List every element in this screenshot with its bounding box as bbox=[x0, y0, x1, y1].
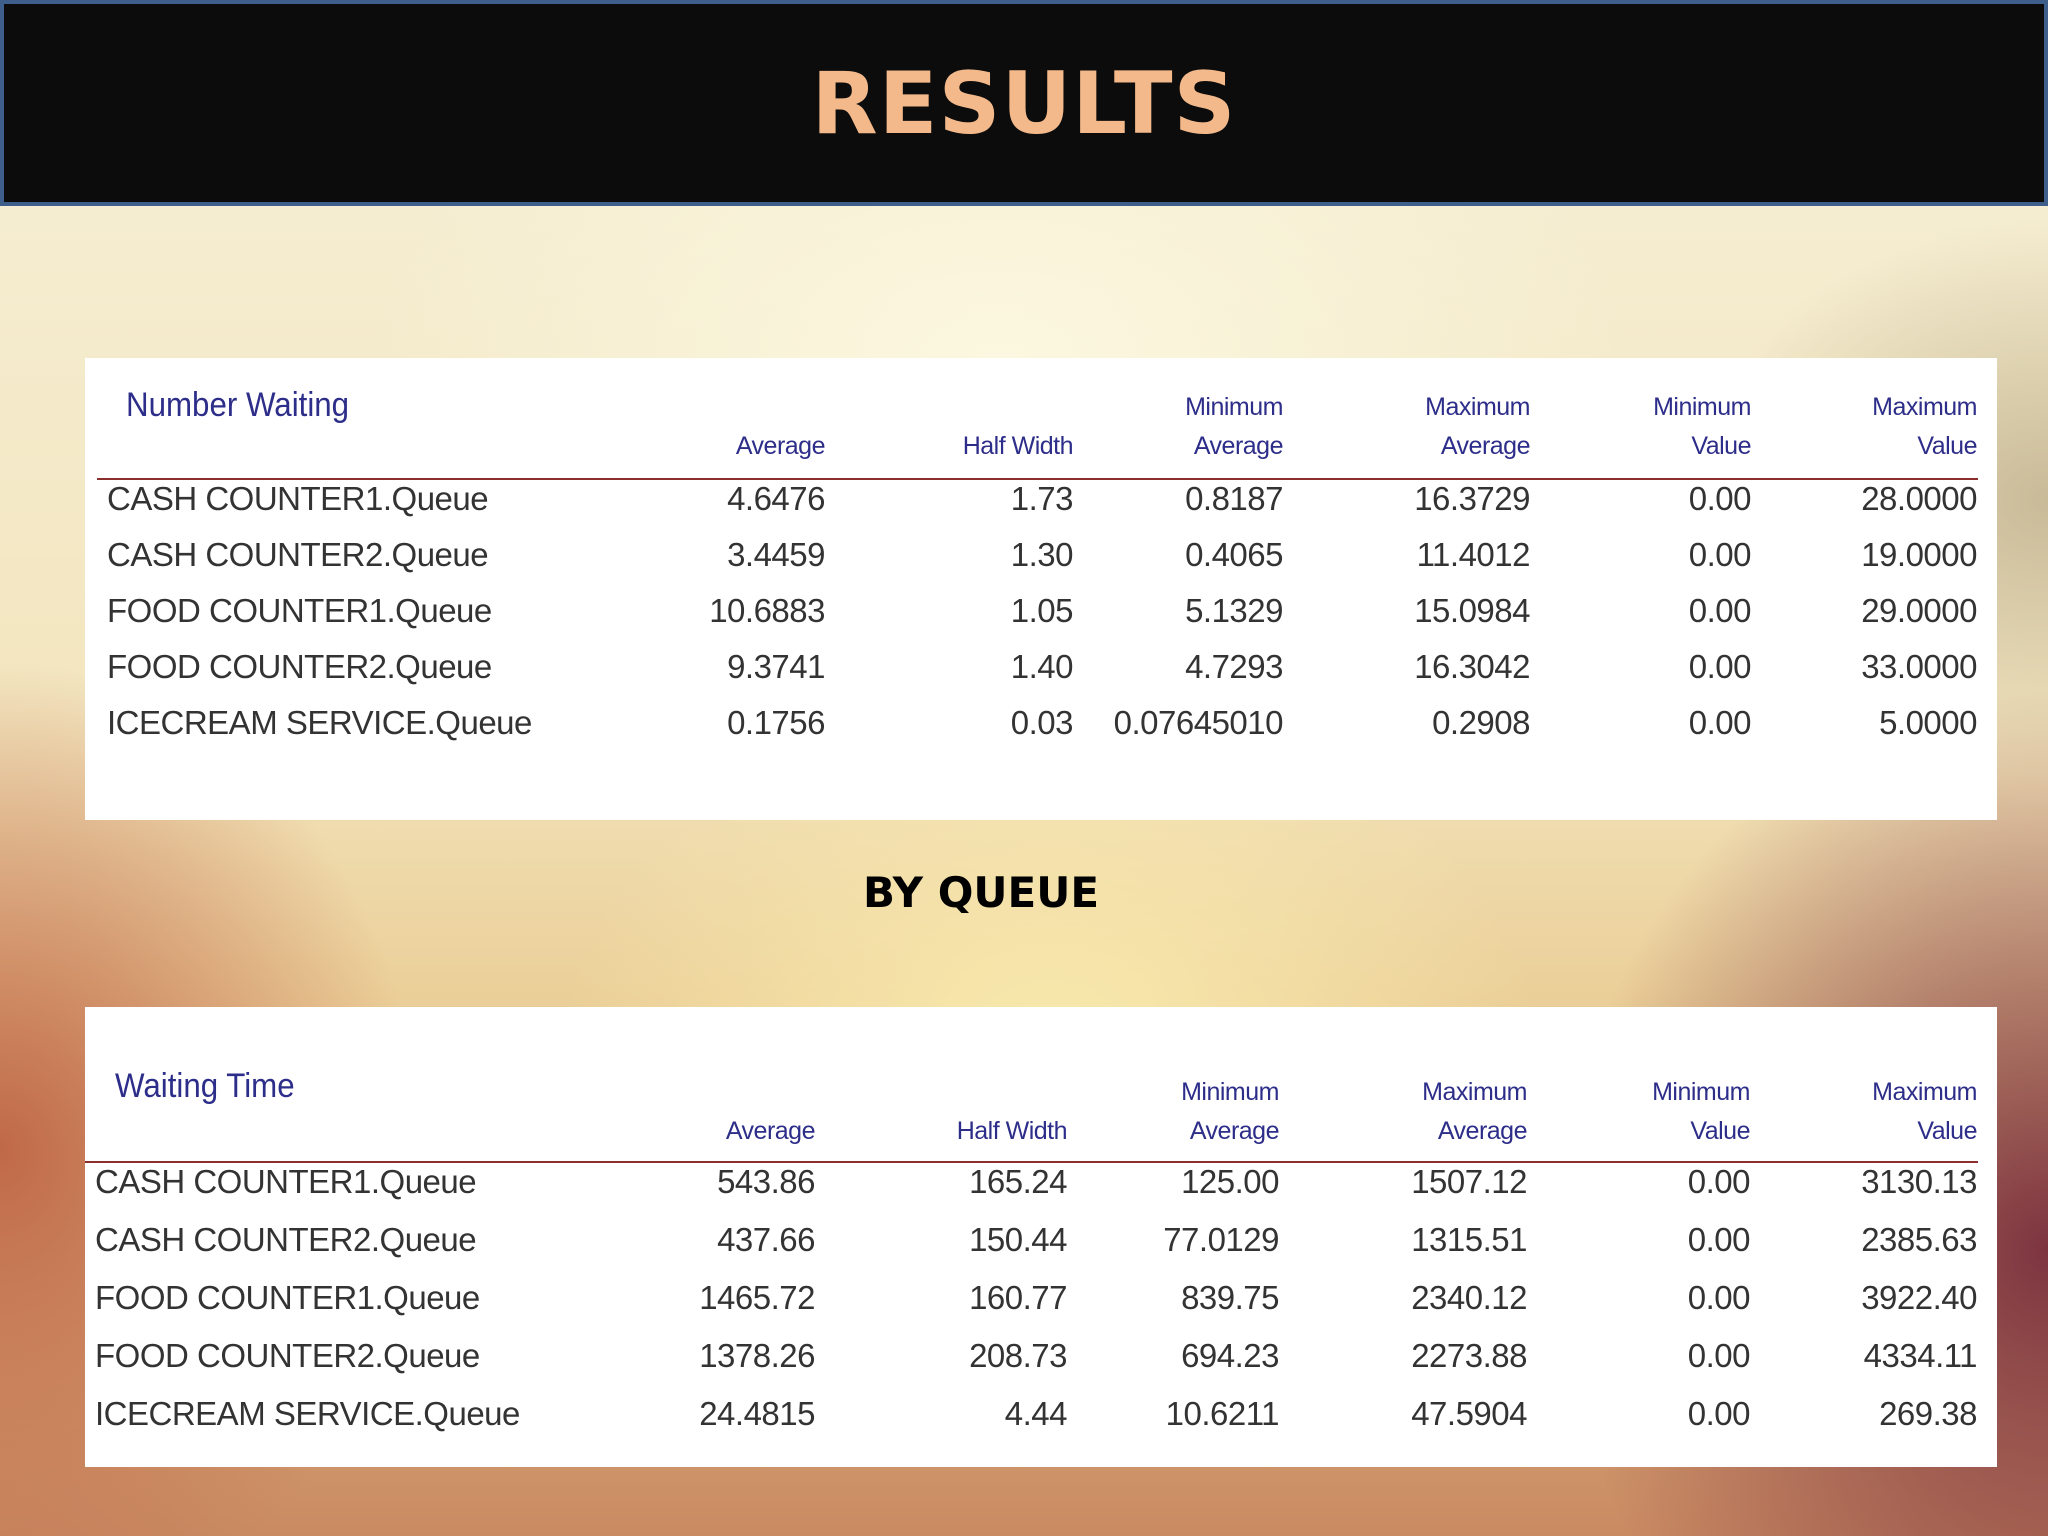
table-cell: 0.07645010 bbox=[1113, 704, 1284, 741]
table-cell: 77.0129 bbox=[1163, 1221, 1279, 1258]
table-cell: 0.00 bbox=[1688, 536, 1752, 573]
table-cell: 15.0984 bbox=[1414, 592, 1530, 629]
column-header-line1: Maximum bbox=[1425, 393, 1530, 421]
column-header-line2: Value bbox=[1691, 432, 1751, 460]
row-name: CASH COUNTER2.Queue bbox=[95, 1221, 477, 1258]
table-cell: 694.23 bbox=[1181, 1337, 1279, 1374]
title-bar: RESULTS bbox=[0, 0, 2048, 206]
column-header-line1: Maximum bbox=[1422, 1078, 1527, 1106]
table-cell: 33.0000 bbox=[1861, 648, 1977, 685]
table-cell: 1378.26 bbox=[699, 1337, 815, 1374]
table-cell: 0.00 bbox=[1687, 1279, 1751, 1316]
table-cell: 165.24 bbox=[969, 1163, 1067, 1200]
row-name: FOOD COUNTER2.Queue bbox=[95, 1337, 480, 1374]
table-title: Number Waiting bbox=[126, 386, 350, 424]
header-divider bbox=[85, 1161, 1978, 1163]
table-cell: 2340.12 bbox=[1411, 1279, 1527, 1316]
table-cell: 2385.63 bbox=[1861, 1221, 1977, 1258]
table-cell: 16.3729 bbox=[1414, 480, 1530, 517]
row-name: ICECREAM SERVICE.Queue bbox=[95, 1395, 520, 1432]
table-cell: 437.66 bbox=[717, 1221, 815, 1258]
table-cell: 0.00 bbox=[1688, 648, 1752, 685]
table-cell: 4.6476 bbox=[727, 480, 825, 517]
waiting-time-table: Waiting Time Average Half Width Minimum Aver… bbox=[85, 1007, 1997, 1467]
column-header-line1: Maximum bbox=[1872, 1078, 1977, 1106]
table-cell: 0.00 bbox=[1687, 1337, 1751, 1374]
table-cell: 29.0000 bbox=[1861, 592, 1977, 629]
table-cell: 0.1756 bbox=[727, 704, 825, 741]
table-cell: 5.0000 bbox=[1879, 704, 1977, 741]
row-name: CASH COUNTER1.Queue bbox=[107, 480, 489, 517]
table-cell: 3922.40 bbox=[1861, 1279, 1977, 1316]
table-cell: 0.4065 bbox=[1185, 536, 1283, 573]
table-cell: 19.0000 bbox=[1861, 536, 1977, 573]
table-cell: 10.6211 bbox=[1165, 1395, 1280, 1432]
table-cell: 0.03 bbox=[1010, 704, 1074, 741]
table-cell: 0.00 bbox=[1688, 704, 1752, 741]
row-name: CASH COUNTER1.Queue bbox=[95, 1163, 477, 1200]
number-waiting-table: Number Waiting Average Half Width Minimum Av… bbox=[85, 358, 1997, 820]
row-name: FOOD COUNTER2.Queue bbox=[107, 648, 492, 685]
table-cell: 0.00 bbox=[1688, 592, 1752, 629]
table-cell: 543.86 bbox=[717, 1163, 815, 1200]
table-cell: 47.5904 bbox=[1411, 1395, 1527, 1432]
table-cell: 269.38 bbox=[1879, 1395, 1977, 1432]
slide-title: RESULTS bbox=[811, 54, 1237, 154]
header-divider bbox=[97, 478, 1978, 480]
table-cell: 24.4815 bbox=[699, 1395, 815, 1432]
column-header-line2: Value bbox=[1690, 1117, 1750, 1145]
column-header-line2: Average bbox=[1437, 1117, 1528, 1145]
column-header-line2: Average bbox=[1440, 432, 1531, 460]
table-cell: 0.8187 bbox=[1185, 480, 1283, 517]
column-header-line1: Maximum bbox=[1872, 393, 1977, 421]
table-cell: 1.40 bbox=[1010, 648, 1074, 685]
table-cell: 9.3741 bbox=[727, 648, 825, 685]
row-name: ICECREAM SERVICE.Queue bbox=[107, 704, 532, 741]
table-cell: 4334.11 bbox=[1863, 1337, 1978, 1374]
table-cell: 0.00 bbox=[1688, 480, 1752, 517]
column-header-line2: Half Width bbox=[962, 432, 1074, 460]
table-cell: 1507.12 bbox=[1411, 1163, 1527, 1200]
column-header-line2: Average bbox=[735, 432, 826, 460]
column-header-line1: Minimum bbox=[1653, 393, 1751, 421]
column-header-line1: Minimum bbox=[1185, 393, 1283, 421]
table-cell: 125.00 bbox=[1181, 1163, 1279, 1200]
column-header-line2: Value bbox=[1917, 1117, 1977, 1145]
table-cell: 1315.51 bbox=[1411, 1221, 1527, 1258]
table-cell: 5.1329 bbox=[1185, 592, 1283, 629]
row-name: FOOD COUNTER1.Queue bbox=[95, 1279, 480, 1316]
table-cell: 0.00 bbox=[1687, 1163, 1751, 1200]
column-header-line2: Half Width bbox=[956, 1117, 1068, 1145]
table-cell: 3.4459 bbox=[727, 536, 825, 573]
column-header-line2: Average bbox=[1193, 432, 1284, 460]
table-cell: 3130.13 bbox=[1861, 1163, 1977, 1200]
table-cell: 1465.72 bbox=[699, 1279, 815, 1316]
slide-subtitle: BY QUEUE bbox=[862, 868, 1100, 917]
column-header-line1: Minimum bbox=[1181, 1078, 1279, 1106]
table-cell: 150.44 bbox=[969, 1221, 1067, 1258]
table-cell: 10.6883 bbox=[709, 592, 825, 629]
table-cell: 28.0000 bbox=[1861, 480, 1977, 517]
table-title: Waiting Time bbox=[115, 1067, 295, 1105]
table-cell: 2273.88 bbox=[1411, 1337, 1527, 1374]
table-cell: 4.44 bbox=[1004, 1395, 1068, 1432]
table-cell: 1.05 bbox=[1010, 592, 1074, 629]
column-header-line2: Average bbox=[1189, 1117, 1280, 1145]
table-cell: 11.4012 bbox=[1416, 536, 1531, 573]
table-cell: 1.30 bbox=[1010, 536, 1074, 573]
row-name: FOOD COUNTER1.Queue bbox=[107, 592, 492, 629]
table-cell: 839.75 bbox=[1181, 1279, 1279, 1316]
table-cell: 4.7293 bbox=[1185, 648, 1283, 685]
table-cell: 0.00 bbox=[1687, 1395, 1751, 1432]
table-cell: 0.2908 bbox=[1432, 704, 1530, 741]
table-cell: 160.77 bbox=[969, 1279, 1067, 1316]
column-header-line1: Minimum bbox=[1652, 1078, 1750, 1106]
table-cell: 1.73 bbox=[1010, 480, 1074, 517]
row-name: CASH COUNTER2.Queue bbox=[107, 536, 489, 573]
table-cell: 0.00 bbox=[1687, 1221, 1751, 1258]
column-header-line2: Value bbox=[1917, 432, 1977, 460]
column-header-line2: Average bbox=[725, 1117, 816, 1145]
table-cell: 208.73 bbox=[969, 1337, 1067, 1374]
table-cell: 16.3042 bbox=[1414, 648, 1530, 685]
